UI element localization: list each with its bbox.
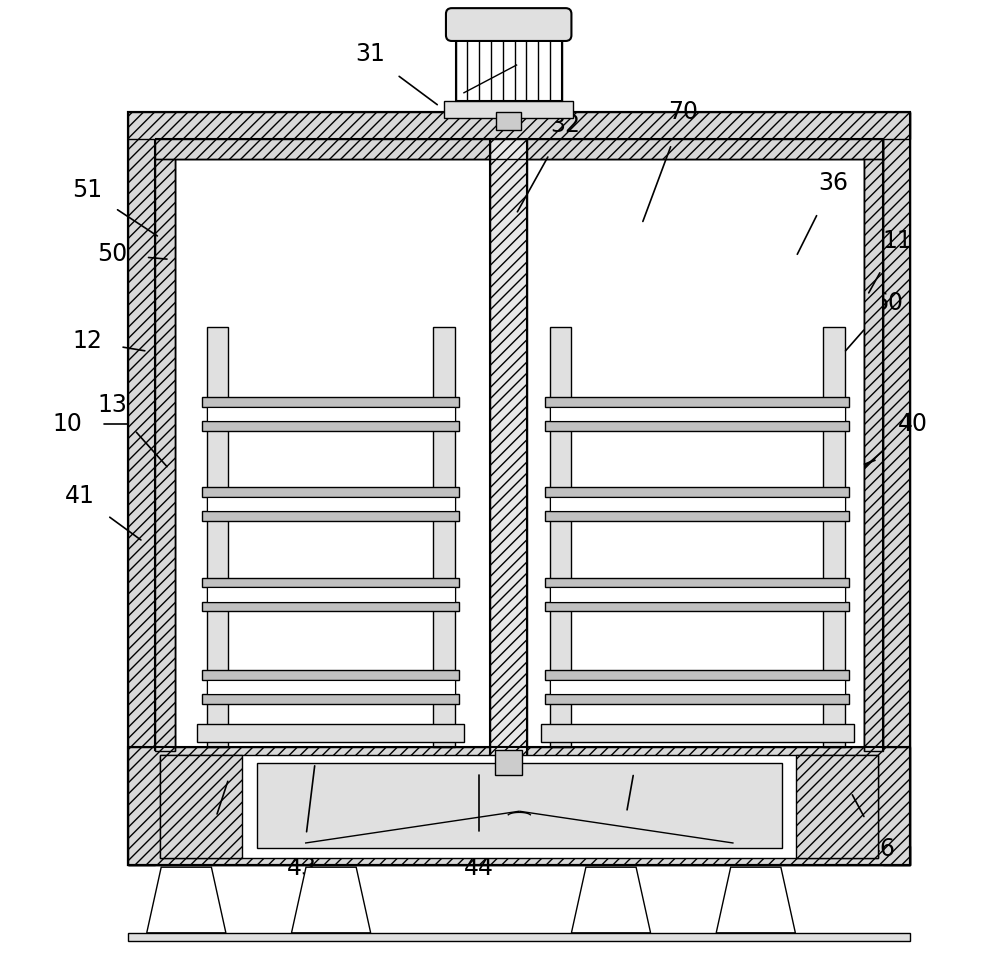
Text: 43: 43 bbox=[287, 856, 317, 880]
Text: 12: 12 bbox=[72, 329, 102, 353]
Bar bbox=[545, 487, 849, 497]
Bar bbox=[207, 588, 455, 602]
Bar bbox=[155, 139, 883, 159]
Bar bbox=[545, 602, 849, 612]
Bar bbox=[128, 846, 910, 865]
Bar bbox=[545, 578, 849, 588]
Bar bbox=[883, 112, 910, 865]
Text: 60: 60 bbox=[873, 290, 903, 315]
Bar bbox=[550, 326, 571, 746]
Bar bbox=[202, 670, 459, 680]
Bar bbox=[128, 112, 910, 865]
Bar bbox=[207, 326, 228, 746]
Bar bbox=[545, 397, 849, 407]
Polygon shape bbox=[292, 867, 371, 933]
Bar bbox=[207, 497, 455, 511]
Bar bbox=[490, 139, 527, 756]
Bar bbox=[495, 750, 522, 774]
Polygon shape bbox=[147, 867, 226, 933]
Polygon shape bbox=[716, 867, 795, 933]
Bar bbox=[550, 497, 845, 511]
Text: 70: 70 bbox=[668, 101, 698, 125]
Bar bbox=[202, 397, 459, 407]
Bar bbox=[550, 407, 845, 421]
Bar bbox=[257, 763, 782, 848]
FancyBboxPatch shape bbox=[446, 8, 571, 41]
Bar bbox=[550, 680, 845, 694]
Bar bbox=[864, 139, 883, 751]
Bar bbox=[128, 112, 155, 865]
Bar bbox=[128, 112, 910, 139]
Bar bbox=[202, 602, 459, 612]
Bar bbox=[160, 755, 242, 858]
Text: 11: 11 bbox=[883, 228, 913, 253]
Bar bbox=[823, 326, 845, 746]
Bar bbox=[207, 407, 455, 421]
Text: 13: 13 bbox=[97, 393, 127, 417]
Text: 41: 41 bbox=[65, 484, 95, 507]
Text: 46: 46 bbox=[866, 837, 896, 861]
Bar bbox=[550, 588, 845, 602]
Bar bbox=[202, 578, 459, 588]
Bar bbox=[207, 680, 455, 694]
Text: 42: 42 bbox=[191, 837, 221, 861]
Bar bbox=[444, 101, 573, 118]
Bar bbox=[202, 694, 459, 704]
Bar bbox=[155, 139, 175, 751]
Bar bbox=[456, 35, 562, 101]
Text: 32: 32 bbox=[551, 113, 581, 136]
Text: 51: 51 bbox=[72, 177, 102, 201]
Bar bbox=[202, 511, 459, 521]
Bar bbox=[545, 421, 849, 431]
Text: 31: 31 bbox=[355, 43, 385, 67]
Bar bbox=[197, 724, 464, 741]
Text: 40: 40 bbox=[898, 412, 928, 437]
Bar bbox=[202, 421, 459, 431]
Bar bbox=[545, 511, 849, 521]
Text: 44: 44 bbox=[464, 856, 494, 880]
Text: 36: 36 bbox=[818, 170, 848, 195]
Bar bbox=[202, 487, 459, 497]
Bar bbox=[545, 670, 849, 680]
Bar bbox=[796, 755, 878, 858]
Bar bbox=[496, 112, 521, 130]
Bar bbox=[545, 694, 849, 704]
Bar bbox=[160, 755, 878, 858]
Bar bbox=[128, 112, 910, 865]
Bar bbox=[175, 159, 864, 751]
Text: 45: 45 bbox=[606, 834, 636, 858]
Polygon shape bbox=[571, 867, 651, 933]
Bar bbox=[541, 724, 854, 741]
Bar bbox=[128, 746, 910, 865]
Bar bbox=[128, 746, 910, 865]
Bar bbox=[128, 933, 910, 941]
Text: 10: 10 bbox=[53, 412, 83, 437]
Text: 50: 50 bbox=[97, 242, 127, 266]
Bar bbox=[433, 326, 455, 746]
